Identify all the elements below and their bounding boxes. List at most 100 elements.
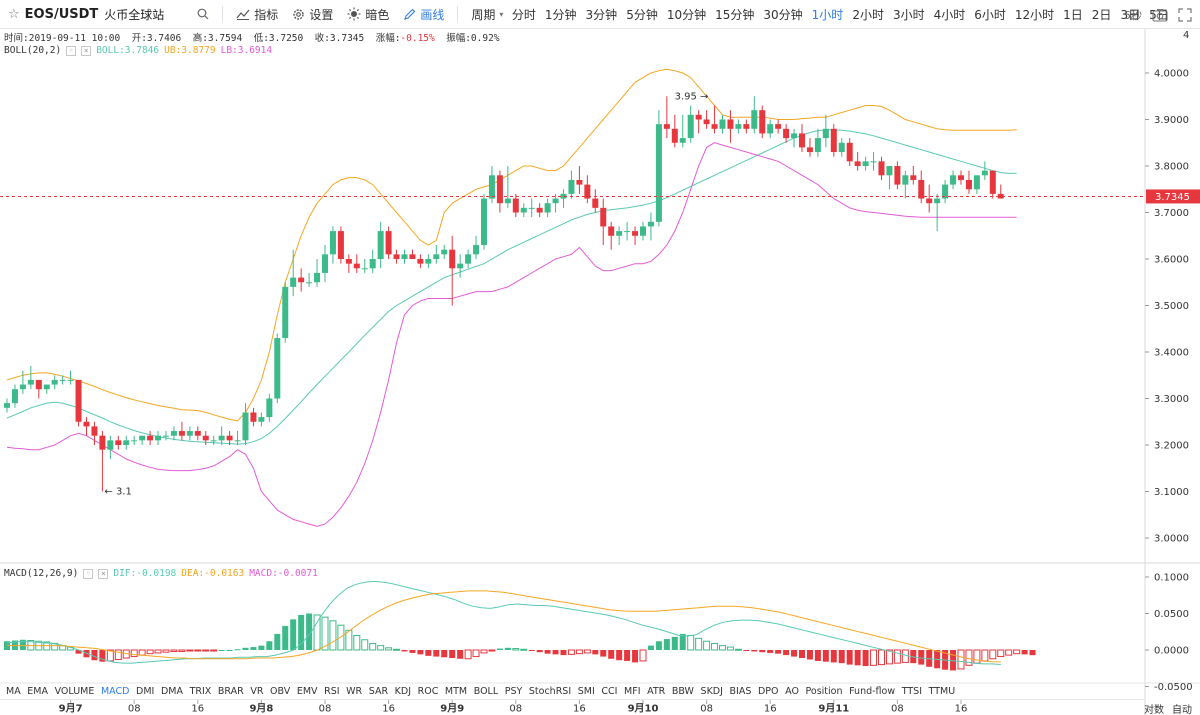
period-dropdown[interactable]: 周期 ▾ — [464, 0, 507, 28]
camera-icon[interactable] — [1152, 8, 1168, 22]
indicator-tab[interactable]: MACD — [100, 686, 130, 697]
period-option[interactable]: 15分钟 — [715, 7, 755, 22]
x-tick-label: 08 — [891, 704, 904, 715]
indicator-tab[interactable]: TTMU — [928, 686, 956, 697]
indicator-tab[interactable]: WR — [346, 686, 363, 697]
log-scale-toggle[interactable]: 对数 — [1144, 705, 1164, 715]
fullscreen-icon[interactable] — [1178, 7, 1192, 22]
indicator-tab[interactable]: EMV — [296, 686, 318, 697]
indicator-tab[interactable]: SAR — [368, 686, 389, 697]
theme-button[interactable]: 暗色 — [340, 0, 396, 28]
candle-body — [838, 142, 845, 153]
x-tick-label: 08 — [509, 704, 522, 715]
indicator-tab[interactable]: StochRSI — [528, 686, 572, 697]
period-option[interactable]: 2日 — [1091, 7, 1112, 22]
period-option[interactable]: 3小时 — [892, 7, 925, 22]
draw-button[interactable]: 画线 — [396, 0, 451, 28]
macd-bar — [425, 650, 432, 656]
macd-bar — [767, 650, 774, 653]
indicator-tab[interactable]: DMA — [160, 686, 183, 697]
indicator-tab[interactable]: BRAR — [217, 686, 244, 697]
macd-dea-value: DEA:-0.0163 — [181, 568, 245, 579]
period-option[interactable]: 5分钟 — [626, 7, 658, 22]
indicator-tab[interactable]: TTSI — [901, 686, 922, 697]
indicator-tab[interactable]: MA — [6, 686, 21, 697]
candle-body — [608, 226, 615, 236]
period-option[interactable]: 1日 — [1063, 7, 1083, 22]
candle-body — [19, 384, 26, 390]
auto-scale-toggle[interactable]: 自动 — [1172, 705, 1192, 715]
indicator-tab[interactable]: TRIX — [189, 686, 212, 697]
macd-bar — [997, 649, 1005, 658]
indicator-tab[interactable]: MFI — [624, 686, 641, 697]
candle-body — [417, 259, 424, 264]
macd-bar — [361, 639, 369, 651]
indicator-tab[interactable]: PSY — [504, 686, 523, 697]
period-option[interactable]: 1分钟 — [544, 7, 577, 22]
x-tick-label: 16 — [764, 704, 777, 715]
indicator-tab[interactable]: ATR — [647, 686, 666, 697]
indicator-tab[interactable]: SMI — [577, 686, 595, 697]
period-option[interactable]: 2小时 — [852, 7, 884, 22]
indicator-tab[interactable]: VOLUME — [54, 686, 95, 697]
indicators-icon — [236, 9, 250, 20]
indicator-tab[interactable]: KDJ — [394, 686, 412, 697]
indicator-tab[interactable]: Position — [805, 686, 843, 697]
indicator-tab[interactable]: BIAS — [729, 686, 752, 697]
period-option[interactable]: 6小时 — [974, 7, 1006, 22]
indicator-tab[interactable]: OBV — [270, 686, 291, 697]
candle-body — [409, 254, 416, 259]
period-option[interactable]: 3日 — [1120, 7, 1141, 22]
indicators-button[interactable]: 指标 — [229, 0, 285, 28]
macd-bar — [417, 650, 424, 655]
sun-icon — [347, 7, 361, 21]
indicator-tab[interactable]: SKDJ — [700, 686, 723, 697]
candle-body — [75, 379, 82, 422]
indicator-tab[interactable]: RSI — [324, 686, 340, 697]
indicator-tab[interactable]: Fund-flow — [849, 686, 896, 697]
candle-body — [965, 179, 972, 190]
indicator-tab[interactable]: VR — [250, 686, 264, 697]
indicator-tab[interactable]: BBW — [671, 686, 694, 697]
close-mini-icon[interactable]: × — [98, 568, 109, 579]
macd-bar — [822, 650, 829, 662]
period-option[interactable]: 30分钟 — [763, 7, 803, 22]
settings-mini-icon[interactable]: ◦ — [83, 568, 94, 579]
macd-bar — [218, 650, 225, 651]
indicator-tab[interactable]: AO — [785, 686, 799, 697]
macd-bar — [791, 650, 798, 657]
symbol-name[interactable]: EOS/USDT — [24, 6, 99, 22]
settings-button[interactable]: 设置 — [285, 0, 340, 28]
star-icon[interactable]: ☆ — [8, 6, 20, 22]
boll-upper-line — [6, 68, 1017, 422]
macd-y-tick-label: 0.0000 — [1154, 646, 1189, 657]
indicator-tab[interactable]: DPO — [757, 686, 779, 697]
candle-body — [806, 147, 813, 153]
indicator-tab[interactable]: BOLL — [473, 686, 499, 697]
period-option[interactable]: 分时 — [511, 7, 536, 22]
candle-body — [51, 379, 58, 385]
refresh-interval[interactable]: 5秒 — [1124, 8, 1142, 22]
period-option[interactable]: 10分钟 — [666, 7, 707, 22]
search-icon[interactable] — [190, 0, 216, 28]
indicator-tab[interactable]: MTM — [444, 686, 468, 697]
candle-body — [234, 440, 241, 442]
period-option[interactable]: 12小时 — [1014, 7, 1055, 22]
candle-body — [671, 128, 678, 143]
candle-body — [59, 379, 66, 381]
candle-body — [942, 184, 949, 199]
close-mini-icon[interactable]: × — [81, 45, 92, 56]
indicator-tab[interactable]: DMI — [136, 686, 155, 697]
macd-bar — [726, 646, 734, 651]
settings-mini-icon[interactable]: ◦ — [66, 45, 77, 56]
indicator-tab[interactable]: ROC — [417, 686, 439, 697]
macd-bar — [266, 641, 273, 650]
period-option[interactable]: 3分钟 — [585, 7, 618, 22]
indicator-tab[interactable]: CCI — [601, 686, 618, 697]
candle-body — [170, 431, 177, 436]
period-option[interactable]: 1小时 — [811, 7, 844, 22]
period-option[interactable]: 4小时 — [933, 7, 966, 22]
macd-bar — [138, 649, 146, 656]
indicator-tab[interactable]: EMA — [27, 686, 48, 697]
